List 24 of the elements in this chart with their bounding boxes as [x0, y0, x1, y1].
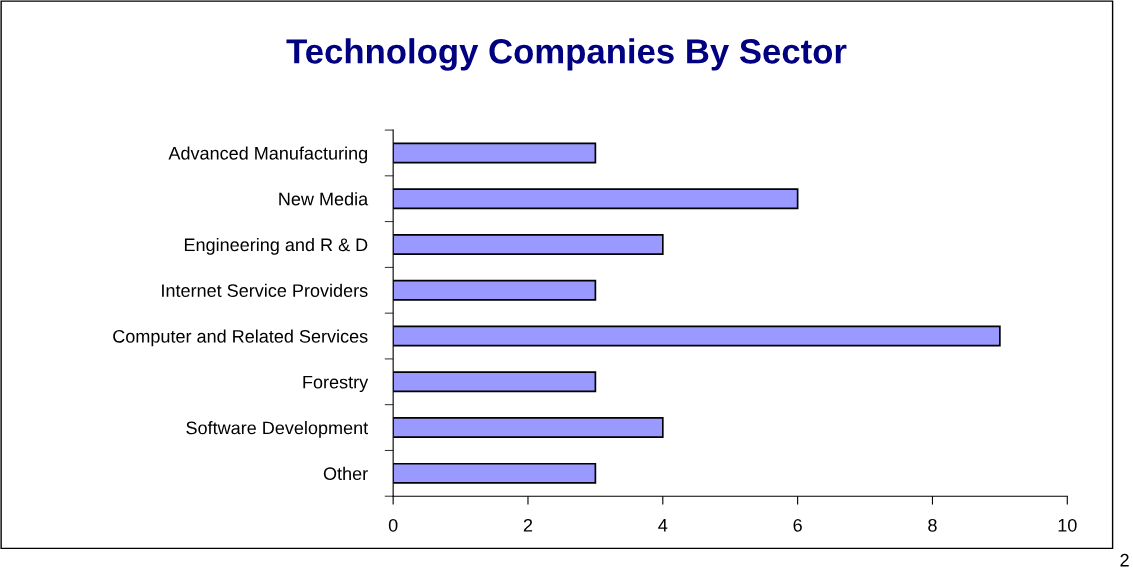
bar [393, 279, 597, 301]
bar [393, 234, 664, 255]
chart-title: Technology Companies By Sector [286, 38, 847, 71]
bar [393, 462, 597, 484]
y-tick-label: Forestry [303, 375, 369, 393]
y-tick-label: Other [323, 466, 368, 481]
y-tick-label: Internet Service Providers [162, 283, 368, 297]
y-tick-label: Software Development [186, 421, 369, 438]
x-tick-label: 8 [928, 518, 937, 532]
x-tick-label: 4 [658, 519, 668, 532]
y-tick-label: Engineering and R & D [184, 237, 368, 255]
bar [393, 325, 1001, 347]
text: 2 [1120, 553, 1129, 567]
bar [393, 188, 799, 210]
x-tick-label: 10 [1058, 518, 1077, 532]
y-tick-label: Advanced Manufacturing [168, 146, 367, 164]
y-tick-label: Computer and Related Services [113, 329, 368, 347]
x-tick-label: 0 [388, 518, 398, 532]
bar [393, 417, 664, 439]
x-tick-label: 2 [523, 518, 533, 532]
y-tick-label: New Media [279, 192, 369, 206]
bar [393, 371, 597, 393]
x-tick-label: 6 [793, 518, 802, 532]
bar [393, 142, 597, 164]
